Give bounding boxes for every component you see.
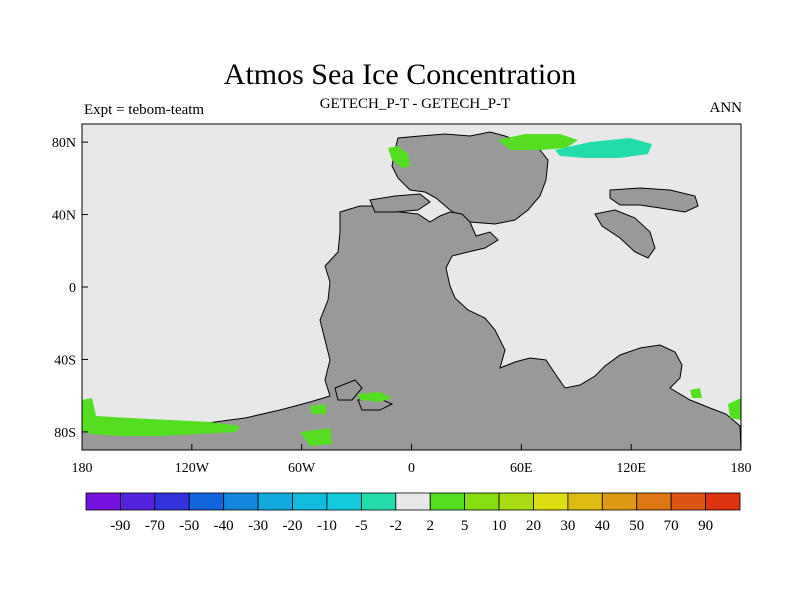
colorbar-label: 5 — [461, 518, 469, 534]
colorbar-swatch — [223, 492, 259, 511]
y-tick-label: 40S — [54, 353, 76, 368]
colorbar-swatch — [533, 492, 569, 511]
colorbar-swatch — [292, 492, 328, 511]
colorbar-swatch — [567, 492, 603, 511]
colorbar: -90 -70 -50 -40 -30 -20 -10 -5 -2 2 5 10 20 30 40 50 70 9… — [85, 492, 741, 534]
ice-anomaly-south-middle — [310, 404, 326, 414]
landmass-island-2 — [369, 193, 431, 213]
y-tick-label: 80N — [52, 136, 76, 151]
colorbar-swatch — [257, 492, 293, 511]
colorbar-swatch — [188, 492, 225, 511]
colorbar-label: 2 — [426, 518, 434, 534]
colorbar-label: 30 — [560, 518, 575, 534]
colorbar-label: -20 — [283, 518, 303, 534]
colorbar-swatch — [464, 492, 500, 511]
landmass-main — [81, 205, 742, 451]
colorbar-swatch — [670, 492, 706, 511]
colorbar-swatch — [120, 492, 156, 511]
colorbar-swatch — [154, 492, 190, 511]
x-tick-label: 60E — [510, 461, 533, 476]
x-tick-label: 120E — [616, 461, 646, 476]
y-tick-label: 0 — [69, 281, 76, 296]
landmass-island-1 — [594, 209, 656, 259]
colorbar-label: -90 — [110, 518, 130, 534]
plot-title: Atmos Sea Ice Concentration — [223, 58, 577, 91]
colorbar-swatch — [360, 492, 397, 511]
x-tick-label: 180 — [731, 461, 752, 476]
experiment-label: Expt = tebom-teatm — [84, 102, 205, 118]
colorbar-label: -40 — [214, 518, 234, 534]
y-tick-label: 80S — [54, 426, 76, 441]
x-tick-label: 180 — [72, 461, 93, 476]
colorbar-label: 20 — [526, 518, 541, 534]
ice-anomaly-arctic-1 — [498, 134, 578, 150]
season-label: ANN — [709, 100, 743, 116]
colorbar-label: 70 — [664, 518, 679, 534]
colorbar-swatch — [636, 492, 672, 511]
landmass-island-3 — [334, 379, 363, 401]
colorbar-label: -30 — [248, 518, 268, 534]
colorbar-swatch — [85, 492, 121, 511]
colorbar-swatch — [326, 492, 362, 511]
x-tick-label: 60W — [288, 461, 316, 476]
colorbar-swatch — [601, 492, 638, 511]
ice-anomaly-north-coast — [388, 146, 410, 168]
colorbar-swatch — [705, 492, 741, 511]
ice-anomaly-south-strip — [358, 392, 392, 402]
ice-anomaly-south-west — [82, 398, 240, 436]
colorbar-swatch — [429, 492, 466, 511]
colorbar-label: 40 — [595, 518, 610, 534]
ice-anomaly-east — [690, 388, 702, 398]
colorbar-label: -5 — [355, 518, 368, 534]
colorbar-label: -10 — [317, 518, 337, 534]
map-panel: 180 120W 60W 0 60E 120E 180 80N 40N 0 40S 80S — [52, 123, 752, 476]
colorbar-label: -2 — [390, 518, 403, 534]
colorbar-label: -50 — [179, 518, 199, 534]
landmass-north — [391, 131, 549, 225]
colorbar-label: 90 — [698, 518, 713, 534]
x-tick-label: 0 — [408, 461, 415, 476]
comparison-label: GETECH_P-T - GETECH_P-T — [319, 96, 511, 112]
colorbar-swatch — [498, 492, 534, 511]
y-tick-label: 40N — [52, 209, 76, 224]
ice-anomaly-south-east — [728, 398, 741, 420]
ice-anomaly-arctic-2 — [555, 138, 652, 158]
colorbar-swatch — [395, 492, 431, 511]
colorbar-label: 50 — [629, 518, 644, 534]
x-tick-label: 120W — [175, 461, 210, 476]
landmass-east-arm — [609, 187, 699, 213]
ice-anomaly-south-center — [300, 428, 332, 446]
colorbar-label: 10 — [492, 518, 507, 534]
colorbar-label: -70 — [145, 518, 165, 534]
